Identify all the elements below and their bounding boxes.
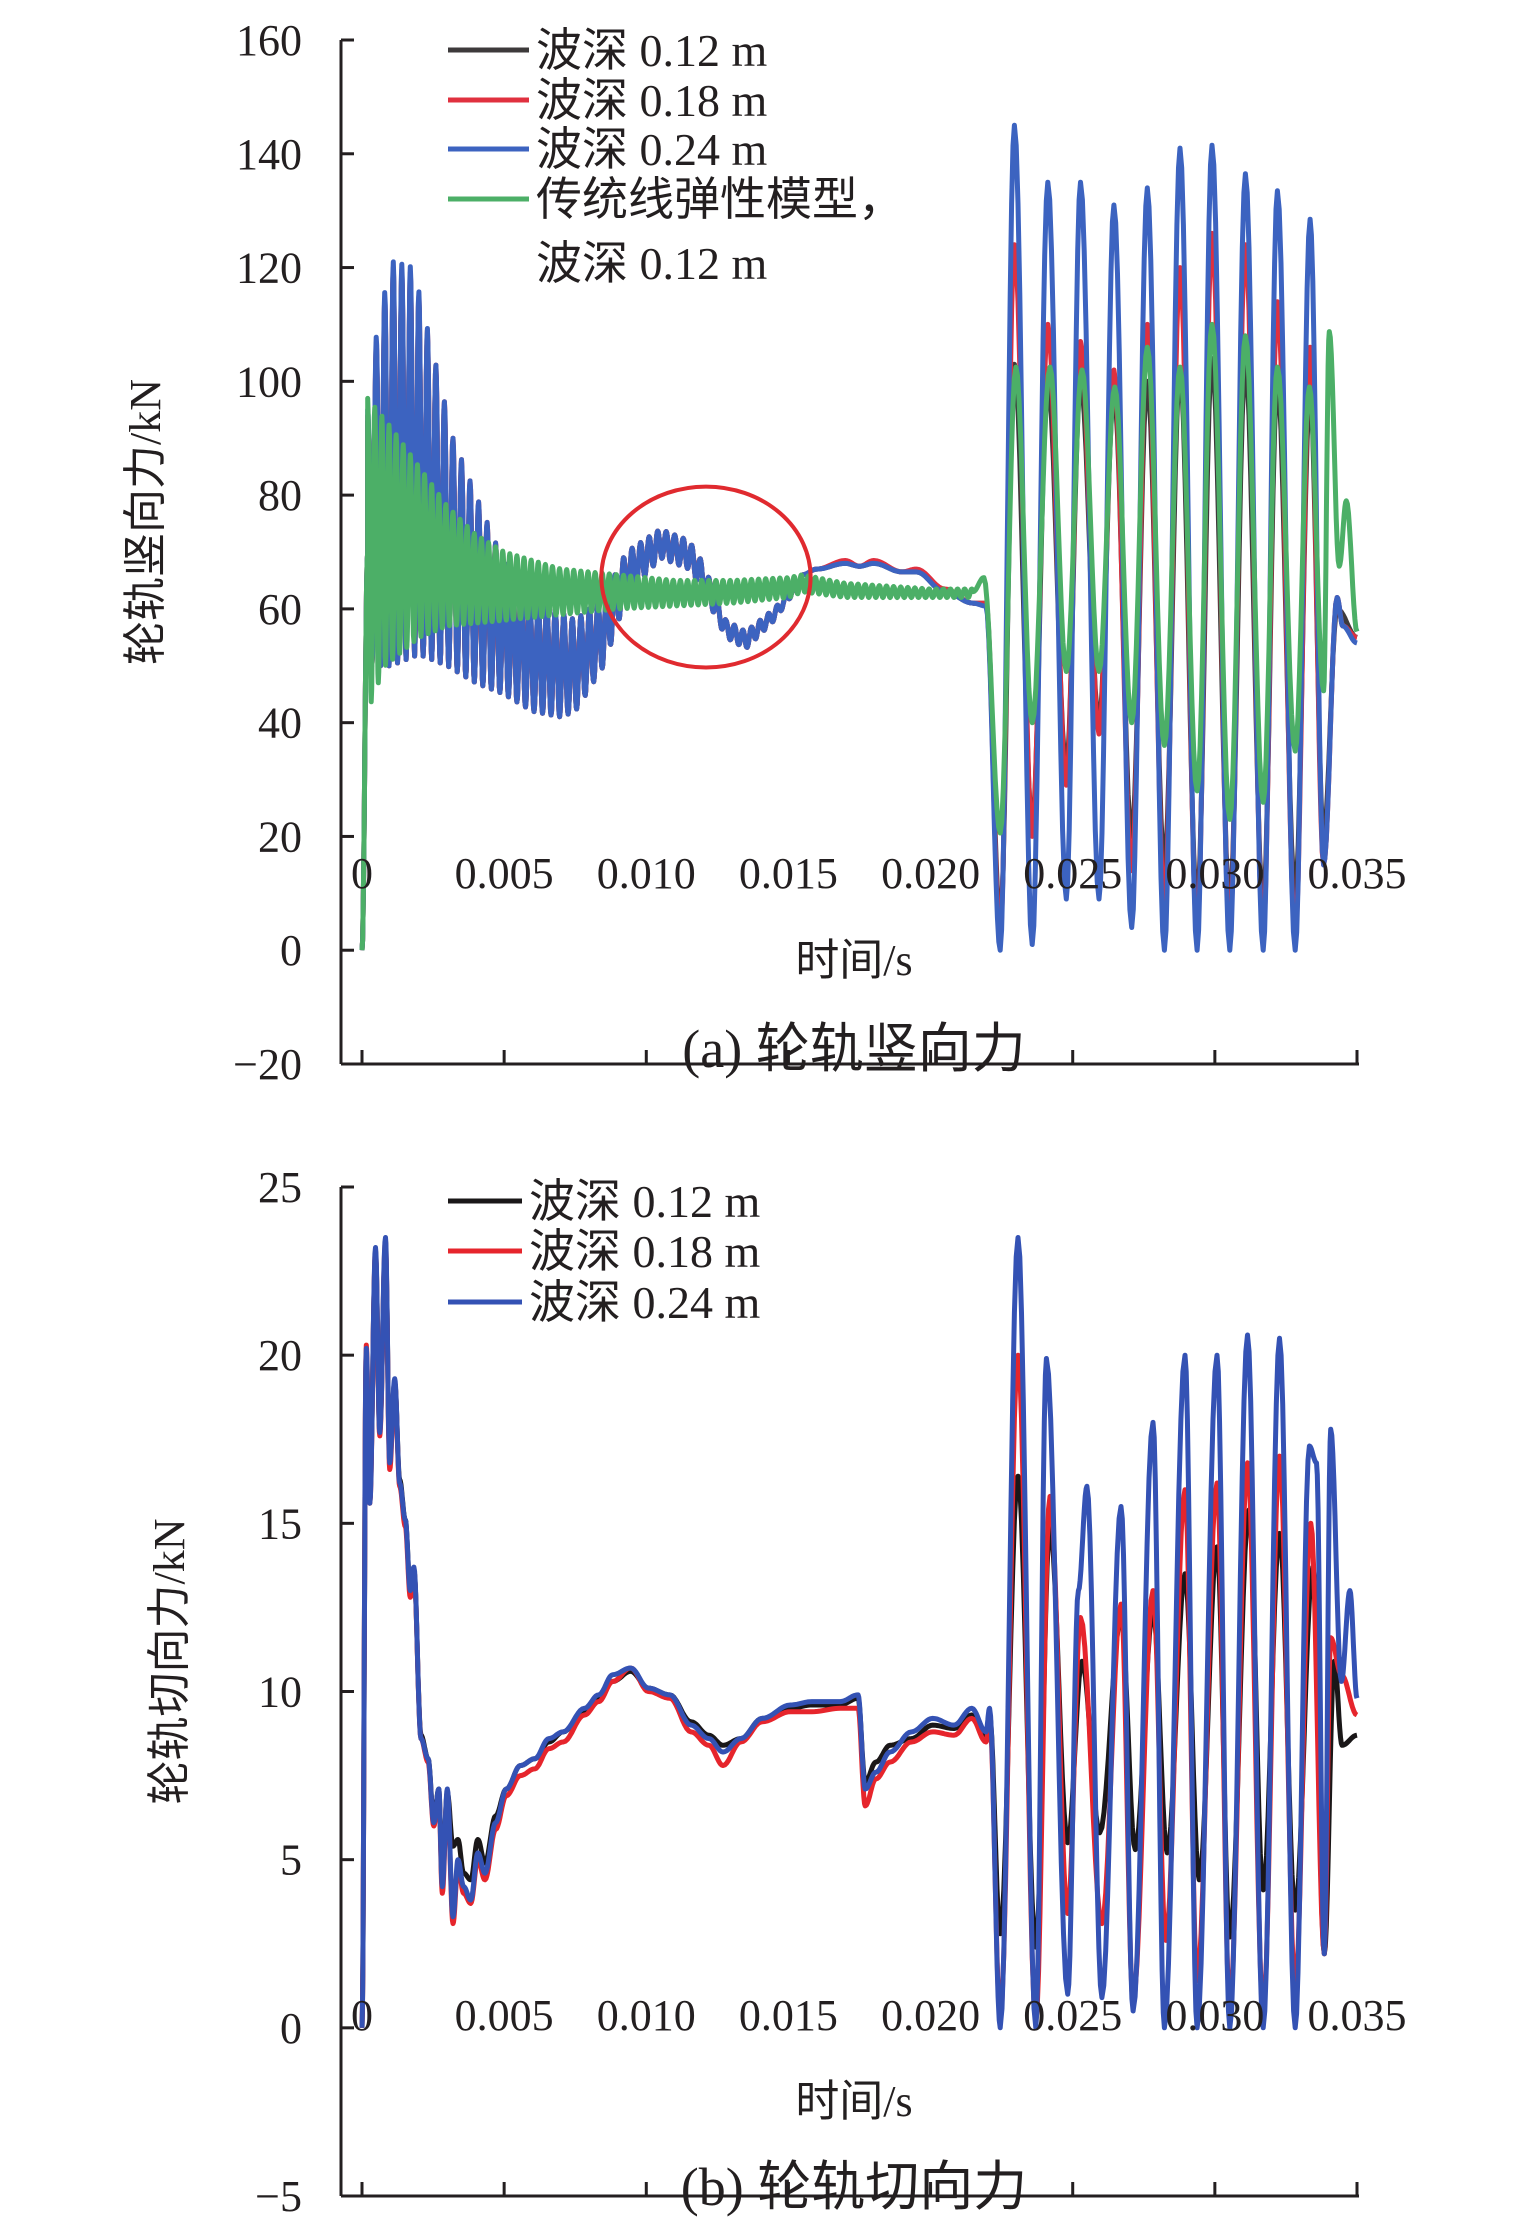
y-axis-title: 轮轨竖向力/kN bbox=[121, 379, 170, 665]
x-tick-label: 0.020 bbox=[881, 849, 980, 898]
x-tick-label: 0 bbox=[351, 849, 373, 898]
legend-label: 波深 0.12 m bbox=[536, 25, 768, 76]
x-tick-label: 0.010 bbox=[597, 1991, 696, 2040]
y-tick-label: −20 bbox=[233, 1040, 302, 1089]
series-line-2 bbox=[359, 122, 1359, 953]
x-tick-label: 0.010 bbox=[597, 849, 696, 898]
y-tick-label: 10 bbox=[258, 1668, 302, 1717]
y-tick-label: 40 bbox=[258, 699, 302, 748]
x-tick-label: 0.005 bbox=[455, 1991, 554, 2040]
x-axis-title: 时间/s bbox=[795, 2077, 912, 2126]
x-tick-label: 0.015 bbox=[739, 1991, 838, 2040]
y-axis-title: 轮轨切向力/kN bbox=[145, 1519, 194, 1805]
y-tick-label: 25 bbox=[258, 1163, 302, 1212]
x-tick-label: 0 bbox=[351, 1991, 373, 2040]
chart-vertical-force: −20 0 20 40 60 80 100 120 140 160 0 0.005 0.010 0.015… bbox=[121, 16, 1407, 1089]
y-tick-label: 120 bbox=[236, 244, 302, 293]
legend-label: 波深 0.12 m bbox=[536, 238, 768, 289]
x-tick-label: 0.020 bbox=[881, 1991, 980, 2040]
legend-label: 波深 0.12 m bbox=[529, 1176, 761, 1227]
y-tick-label: −5 bbox=[255, 2172, 302, 2221]
y-tick-label: 0 bbox=[280, 926, 302, 975]
legend-label: 波深 0.24 m bbox=[536, 124, 768, 175]
y-tick-label: 80 bbox=[258, 471, 302, 520]
plot-area bbox=[359, 1235, 1360, 2031]
chart-tangential-force: −5 0 5 10 15 20 25 0 0.005 0.010 0.015 0.020 0.025 0.… bbox=[145, 1163, 1407, 2221]
x-tick-label: 0.035 bbox=[1308, 1991, 1407, 2040]
y-tick-label: 20 bbox=[258, 1331, 302, 1380]
legend: 波深 0.12 m波深 0.18 m波深 0.24 m bbox=[448, 1176, 761, 1328]
y-tick-label: 100 bbox=[236, 357, 302, 406]
series-line-2 bbox=[359, 1235, 1360, 2031]
chart-caption: (a) 轮轨竖向力 bbox=[682, 1019, 1025, 1079]
legend-label: 波深 0.24 m bbox=[529, 1277, 761, 1328]
y-tick-label: 15 bbox=[258, 1499, 302, 1548]
x-tick-label: 0.035 bbox=[1308, 849, 1407, 898]
x-tick-label: 0.030 bbox=[1165, 1991, 1264, 2040]
x-tick-label: 0.025 bbox=[1023, 1991, 1122, 2040]
x-tick-label: 0.005 bbox=[455, 849, 554, 898]
x-tick-label: 0.025 bbox=[1023, 849, 1122, 898]
y-tick-label: 20 bbox=[258, 812, 302, 861]
plot-area bbox=[359, 122, 1360, 953]
legend-label: 波深 0.18 m bbox=[529, 1226, 761, 1277]
series-line-3 bbox=[359, 321, 1360, 951]
legend-label: 波深 0.18 m bbox=[536, 75, 768, 126]
y-tick-label: 5 bbox=[280, 1836, 302, 1885]
x-tick-label: 0.015 bbox=[739, 849, 838, 898]
y-tick-label: 0 bbox=[280, 2004, 302, 2053]
x-tick-label: 0.030 bbox=[1165, 849, 1264, 898]
y-tick-label: 60 bbox=[258, 585, 302, 634]
y-tick-label: 140 bbox=[236, 130, 302, 179]
legend-label: 传统线弹性模型， bbox=[536, 174, 904, 225]
chart-caption: (b) 轮轨切向力 bbox=[681, 2157, 1027, 2217]
highlight-ellipse bbox=[599, 484, 813, 670]
x-axis-title: 时间/s bbox=[795, 936, 912, 985]
y-tick-label: 160 bbox=[236, 16, 302, 65]
